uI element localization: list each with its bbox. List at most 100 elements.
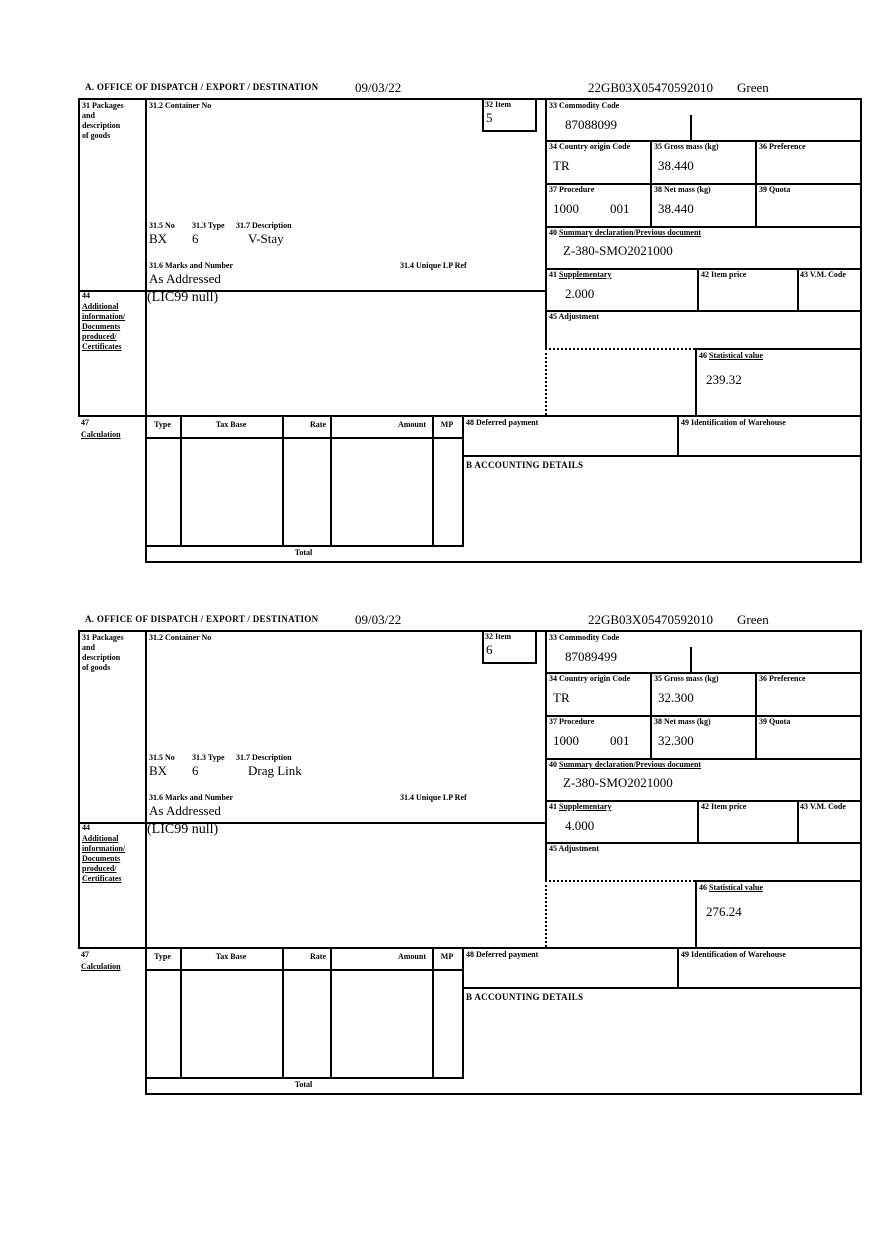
box41-supplementary-label: 41 Supplementary [549, 802, 612, 811]
office-of-dispatch-label: A. OFFICE OF DISPATCH / EXPORT / DESTINA… [85, 614, 319, 624]
box31-2-container-label: 31.2 Container No [149, 633, 212, 642]
office-of-dispatch-label: A. OFFICE OF DISPATCH / EXPORT / DESTINA… [85, 82, 319, 92]
marks-value: As Addressed [149, 271, 221, 286]
procedure-value: 1000 [553, 733, 579, 748]
divider [145, 630, 147, 1095]
col-amount-header: Amount [397, 952, 426, 961]
box36-preference-label: 36 Preference [759, 142, 806, 151]
divider [545, 672, 862, 674]
box46-statistical-label: 46 Statistical value [699, 883, 763, 892]
divider [860, 630, 862, 1095]
total-label: Total [294, 548, 313, 557]
previous-document-value: Z-380-SMO2021000 [563, 243, 673, 258]
divider [677, 947, 679, 987]
box40-summary-label: 40 Summary declaration/Previous document [549, 760, 702, 769]
divider [695, 348, 697, 415]
divider [695, 880, 862, 882]
supplementary-value: 2.000 [565, 286, 595, 301]
country-origin-value: TR [553, 158, 570, 173]
divider [78, 98, 80, 415]
routing-status: Green [737, 612, 769, 627]
box39-quota-label: 39 Quota [759, 185, 791, 194]
box48-deferred-payment-label: 48 Deferred payment [466, 950, 539, 959]
box45-adjustment-label: 45 Adjustment [549, 312, 600, 321]
box31-4-unique-lp-label: 31.4 Unique LP Ref [400, 793, 467, 802]
box45-adjustment-label: 45 Adjustment [549, 844, 600, 853]
divider [462, 987, 862, 989]
box31-7-description-label: 31.7 Description [236, 221, 292, 230]
goods-description-value: Drag Link [248, 763, 302, 778]
box39-quota-label: 39 Quota [759, 717, 791, 726]
divider [695, 880, 697, 947]
package-type-value: 6 [192, 763, 199, 778]
package-no-value: BX [149, 763, 168, 778]
net-mass-value: 32.300 [658, 733, 694, 748]
declaration-reference: 22GB03X05470592010 [588, 612, 713, 627]
divider [432, 415, 434, 545]
divider [697, 800, 699, 842]
divider [545, 98, 547, 348]
additional-info-value: (LIC99 null) [147, 290, 219, 305]
divider [282, 415, 284, 545]
country-origin-value: TR [553, 690, 570, 705]
divider [282, 947, 284, 1077]
box32-item-label: 32 Item [485, 632, 511, 641]
divider [545, 268, 862, 270]
box33-commodity-label: 33 Commodity Code [549, 101, 620, 110]
divider [650, 672, 652, 758]
divider [755, 140, 757, 226]
col-mp-header: MP [440, 952, 454, 961]
box34-country-label: 34 Country origin Code [549, 142, 631, 151]
box31-3-type-label: 31.3 Type [192, 753, 225, 762]
accounting-details-label: B ACCOUNTING DETAILS [466, 992, 584, 1002]
box31-2-container-label: 31.2 Container No [149, 101, 212, 110]
box44-additional-info-label: Additional information/ Documents produc… [82, 834, 126, 883]
divider [78, 630, 862, 632]
divider [545, 880, 547, 947]
divider [78, 290, 545, 292]
divider [697, 268, 699, 310]
divider [432, 947, 434, 1077]
divider [462, 947, 464, 1077]
divider [482, 130, 537, 132]
box31-7-description-label: 31.7 Description [236, 753, 292, 762]
divider [78, 98, 862, 100]
box37-procedure-label: 37 Procedure [549, 185, 595, 194]
divider [180, 415, 182, 545]
divider [690, 115, 692, 140]
box43-vm-code-label: 43 V.M. Code [800, 802, 846, 811]
divider [180, 947, 182, 1077]
box47-number-label: 47 [81, 418, 89, 427]
divider [797, 268, 799, 310]
col-type-header: Type [154, 952, 171, 961]
divider [545, 310, 862, 312]
box31-6-marks-label: 31.6 Marks and Number [149, 261, 234, 270]
procedure-code-value: 001 [610, 201, 630, 216]
box38-net-mass-label: 38 Net mass (kg) [654, 185, 711, 194]
declaration-item-section: A. OFFICE OF DISPATCH / EXPORT / DESTINA… [78, 80, 864, 565]
box35-gross-mass-label: 35 Gross mass (kg) [654, 142, 719, 151]
col-tax-base-header: Tax Base [215, 952, 247, 961]
box42-item-price-label: 42 Item price [701, 270, 747, 279]
procedure-value: 1000 [553, 201, 579, 216]
divider [330, 415, 332, 545]
divider [545, 630, 547, 880]
divider [545, 880, 695, 882]
gross-mass-value: 32.300 [658, 690, 694, 705]
supplementary-value: 4.000 [565, 818, 595, 833]
box44-number-label: 44 [82, 291, 90, 300]
col-type-header: Type [154, 420, 171, 429]
divider [145, 969, 464, 971]
box31-4-unique-lp-label: 31.4 Unique LP Ref [400, 261, 467, 270]
col-rate-header: Rate [310, 952, 326, 961]
box31-5-no-label: 31.5 No [149, 753, 175, 762]
divider [677, 415, 679, 455]
declaration-item-section: A. OFFICE OF DISPATCH / EXPORT / DESTINA… [78, 612, 864, 1097]
divider [482, 662, 537, 664]
divider [462, 455, 862, 457]
declaration-reference: 22GB03X05470592010 [588, 80, 713, 95]
package-type-value: 6 [192, 231, 199, 246]
marks-value: As Addressed [149, 803, 221, 818]
box37-procedure-label: 37 Procedure [549, 717, 595, 726]
goods-description-value: V-Stay [248, 231, 284, 246]
